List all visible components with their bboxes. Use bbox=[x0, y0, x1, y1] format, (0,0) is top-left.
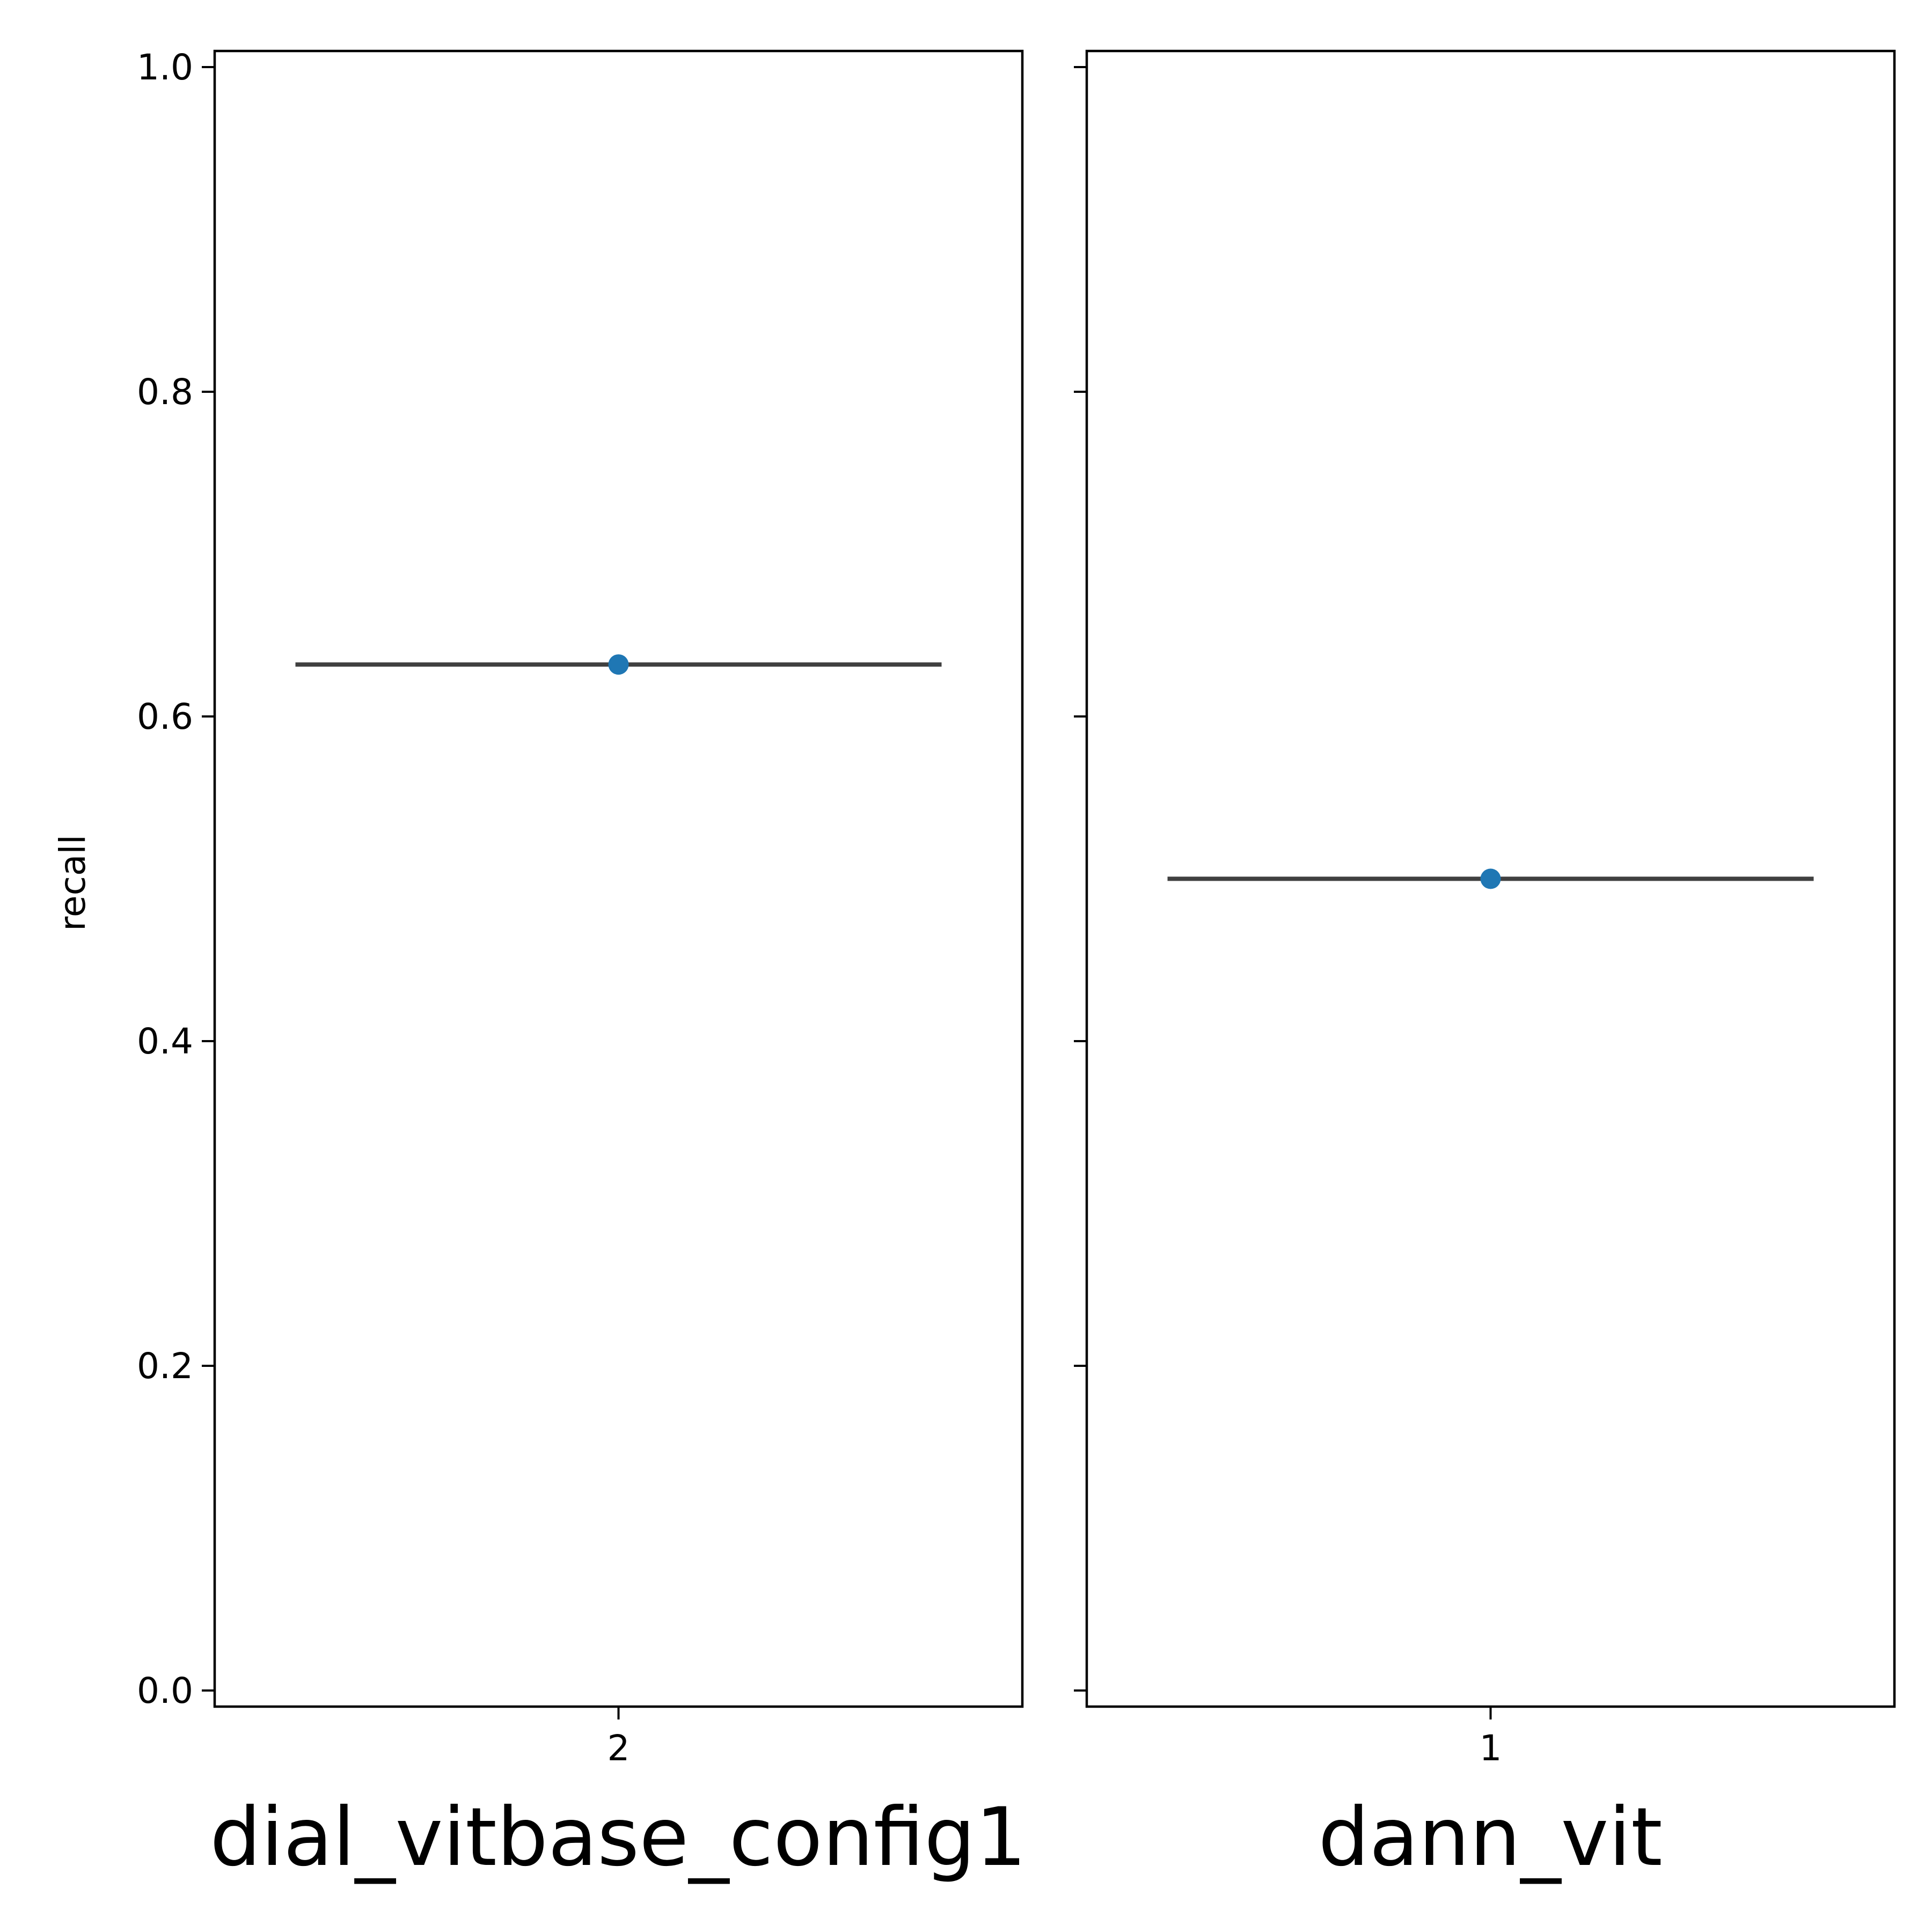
x-tick-label: 2 bbox=[608, 1728, 630, 1769]
y-ticks: 0.0 0.2 0.4 0.6 0.8 1.0 bbox=[137, 47, 215, 1711]
y-tick-label: 0.2 bbox=[137, 1345, 193, 1387]
data-point bbox=[608, 654, 629, 675]
y-ticks bbox=[1074, 66, 1087, 1692]
y-tick-label: 0.4 bbox=[137, 1021, 193, 1062]
panel-title: dial_vitbase_config1 bbox=[210, 1791, 1027, 1884]
panel-dann-vit: 1 dann_vit bbox=[1074, 49, 1896, 1884]
x-ticks: 1 bbox=[1480, 1707, 1502, 1769]
panel-frame bbox=[213, 49, 1024, 1708]
data-marks bbox=[1167, 868, 1814, 889]
y-tick-label: 1.0 bbox=[137, 47, 193, 88]
y-tick-label: 0.6 bbox=[137, 696, 193, 737]
data-point bbox=[1480, 868, 1501, 889]
x-ticks: 2 bbox=[608, 1707, 630, 1769]
y-tick-label: 0.0 bbox=[137, 1670, 193, 1711]
x-tick-label: 1 bbox=[1480, 1728, 1502, 1769]
data-marks bbox=[295, 654, 942, 675]
panel-title: dann_vit bbox=[1318, 1791, 1663, 1884]
y-axis-label: recall bbox=[52, 835, 93, 931]
panel-dial-vitbase-config1: 0.0 0.2 0.4 0.6 0.8 1.0 2 dial_vitbase_config… bbox=[137, 47, 1027, 1884]
y-tick-label: 0.8 bbox=[137, 371, 193, 413]
